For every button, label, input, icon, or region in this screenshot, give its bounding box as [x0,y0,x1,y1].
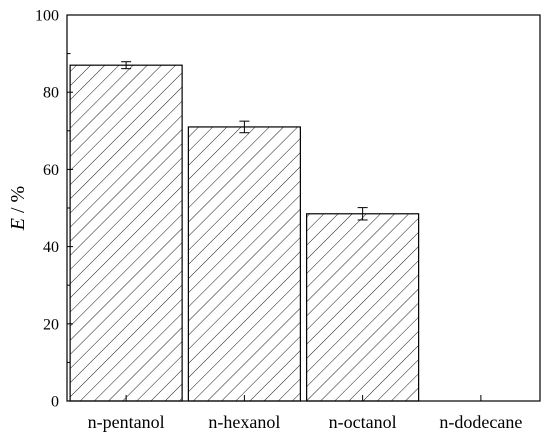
y-tick-label-0: 0 [51,394,59,411]
error-bar-n-octanol [357,207,368,221]
bar-n-hexanol [187,126,301,402]
bars-group [69,64,420,402]
error-bar-n-pentanol [121,61,132,70]
error-bar-n-hexanol [239,120,250,134]
error-bars-group [121,61,368,221]
y-tick-label-60: 60 [43,162,59,179]
y-tick-label-20: 20 [43,316,59,333]
x-tick-label-n-dodecane: n-dodecane [439,412,522,432]
y-axis-ticks: 0 20 40 60 80 100 [35,8,482,411]
bar-n-pentanol [69,64,183,402]
x-tick-label-n-octanol: n-octanol [329,412,397,432]
y-axis-label: E / % [7,186,29,231]
x-tick-label-n-hexanol: n-hexanol [208,412,280,432]
y-tick-label-100: 100 [35,8,59,25]
bar-n-octanol [306,213,420,402]
x-tick-label-n-pentanol: n-pentanol [88,412,165,432]
x-axis-category-labels: n-pentanol n-hexanol n-octanol n-dodecane [88,412,523,432]
y-tick-label-80: 80 [43,85,59,102]
y-tick-label-40: 40 [43,239,59,256]
